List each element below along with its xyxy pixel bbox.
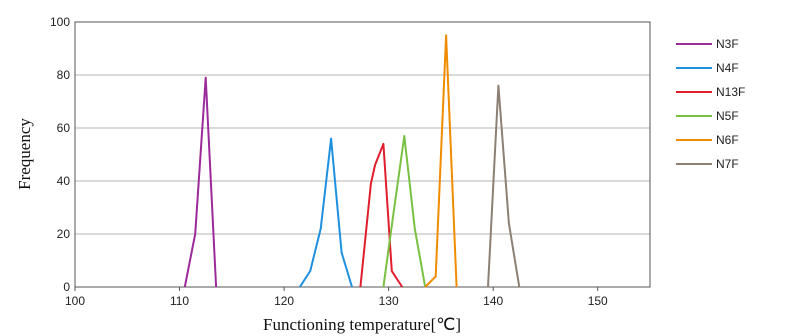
y-axis-ticks: 0 20 40 60 80 100 (50, 15, 70, 294)
series-line-n7f (487, 84, 521, 288)
x-tick-label: 140 (483, 294, 503, 308)
x-axis-title: Functioning temperature[℃] (263, 315, 461, 334)
series-lines (183, 34, 521, 288)
legend-label-n6f: N6F (716, 133, 739, 147)
y-tick-label: 0 (63, 280, 70, 294)
legend-label-n3f: N3F (716, 37, 739, 51)
y-tick-label: 40 (57, 174, 71, 188)
series-line-n4f (298, 137, 353, 288)
series-line-n13f (359, 142, 404, 288)
series-line-n5f (382, 135, 427, 288)
legend-label-n7f: N7F (716, 157, 739, 171)
x-tick-label: 150 (588, 294, 608, 308)
x-tick-label: 120 (274, 294, 294, 308)
legend-label-n13f: N13F (716, 85, 745, 99)
grid-lines (75, 74, 650, 235)
series-line-n6f (424, 34, 458, 288)
y-tick-label: 60 (57, 121, 71, 135)
y-axis-title: Frequency (15, 118, 34, 190)
legend: N3F N4F N13F N5F N6F N7F (676, 37, 745, 171)
y-tick-label: 80 (57, 68, 71, 82)
x-tick-label: 110 (170, 294, 189, 308)
legend-label-n4f: N4F (716, 61, 739, 75)
x-tick-label: 100 (65, 294, 85, 308)
x-tick-label: 130 (379, 294, 399, 308)
plot-area-frame (74, 21, 651, 288)
y-tick-label: 20 (57, 227, 71, 241)
y-tick-label: 100 (50, 15, 70, 29)
x-axis-ticks: 100 110 120 130 140 150 (65, 287, 608, 308)
legend-label-n5f: N5F (716, 109, 739, 123)
series-line-n3f (183, 76, 218, 288)
